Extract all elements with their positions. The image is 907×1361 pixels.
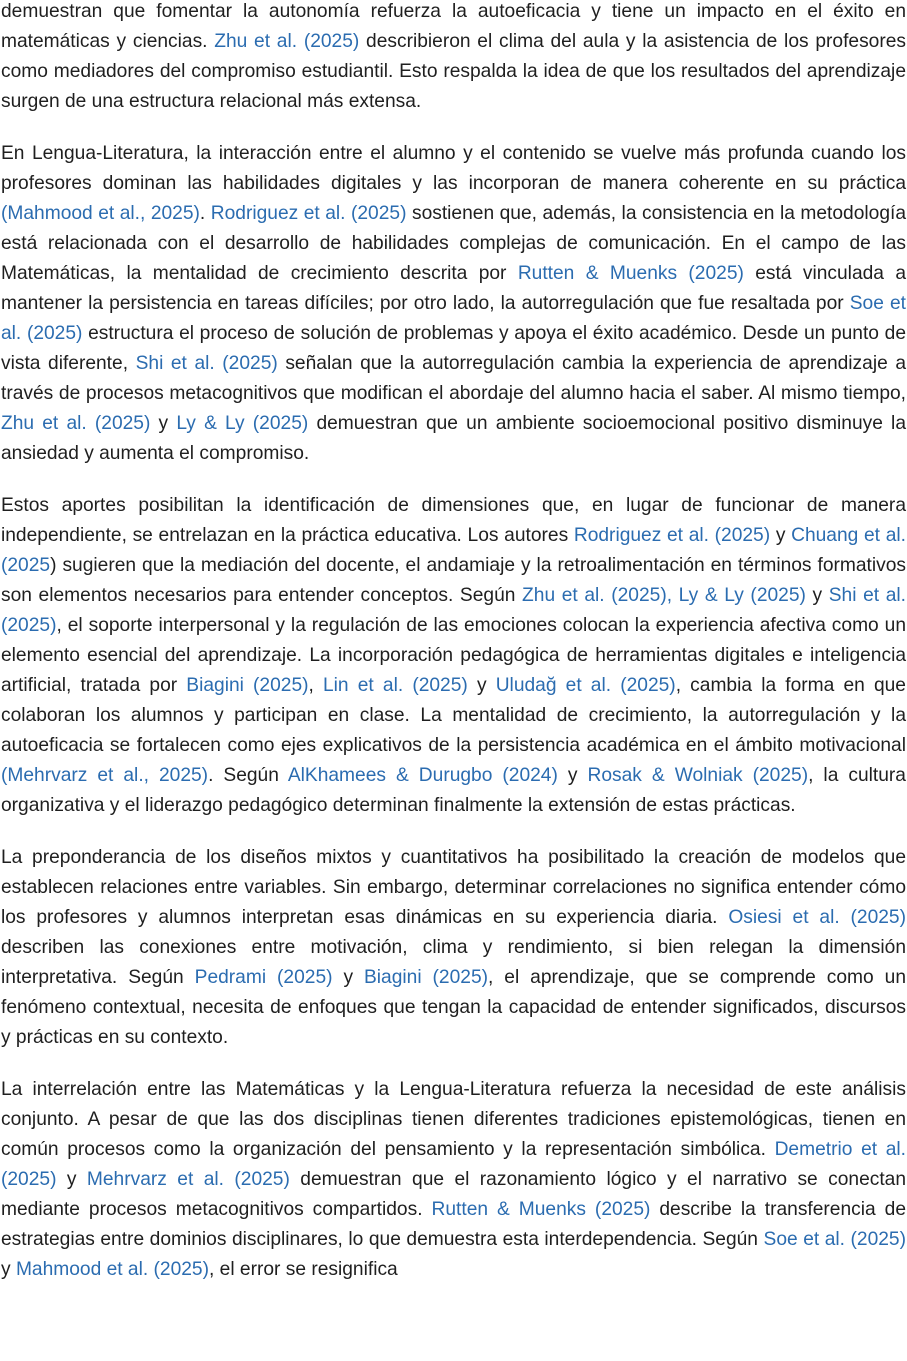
- paragraph: En Lengua-Literatura, la interacción ent…: [1, 139, 906, 469]
- text-run: Estos aportes posibilitan la identificac…: [1, 495, 906, 546]
- text-run: y: [1, 1259, 16, 1280]
- paragraph: La preponderancia de los diseños mixtos …: [1, 843, 906, 1053]
- citation-link[interactable]: Rutten & Muenks (2025): [431, 1199, 651, 1220]
- citation-link[interactable]: Osiesi et al. (2025): [728, 907, 906, 928]
- text-run: describen las conexiones entre motivació…: [1, 937, 906, 988]
- citation-link[interactable]: (Mehrvarz et al., 2025): [1, 765, 209, 786]
- text-run: está vinculada a mantener la persistenci…: [1, 263, 906, 314]
- text-run: La interrelación entre las Matemáticas y…: [1, 1079, 906, 1160]
- citation-link[interactable]: Shi et al. (2025): [1, 585, 906, 636]
- citation-link[interactable]: Zhu et al. (2025): [214, 31, 360, 52]
- text-run: y: [150, 413, 177, 434]
- citation-link[interactable]: Rosak & Wolniak (2025): [587, 765, 809, 786]
- document-body: demuestran que fomentar la autonomía ref…: [1, 0, 906, 1285]
- citation-link[interactable]: Demetrio et al. (2025): [1, 1139, 906, 1190]
- citation-link[interactable]: Rutten & Muenks (2025): [517, 263, 744, 284]
- citation-link[interactable]: Soe et al. (2025): [1, 293, 906, 344]
- text-run: , el aprendizaje, que se comprende como …: [1, 967, 906, 1048]
- text-run: , cambia la forma en que colaboran los a…: [1, 675, 906, 756]
- text-run: sostienen que, además, la consistencia e…: [1, 203, 906, 284]
- citation-link[interactable]: Mahmood et al. (2025): [15, 1259, 209, 1280]
- citation-link[interactable]: Uludağ et al. (2025): [495, 675, 676, 696]
- paragraph: Estos aportes posibilitan la identificac…: [1, 491, 906, 821]
- text-run: y: [770, 525, 792, 546]
- citation-link[interactable]: Rodriguez et al. (2025): [573, 525, 771, 546]
- citation-link[interactable]: Ly & Ly (2025): [176, 413, 309, 434]
- text-run: describe la transferencia de estrategias…: [1, 1199, 906, 1250]
- text-run: señalan que la autorregulación cambia la…: [1, 353, 906, 404]
- citation-link[interactable]: Mehrvarz et al. (2025): [86, 1169, 290, 1190]
- citation-link[interactable]: Zhu et al. (2025), Ly & Ly (2025): [522, 585, 806, 606]
- citation-link[interactable]: Lin et al. (2025): [323, 675, 468, 696]
- text-run: y: [56, 1169, 87, 1190]
- text-run: .: [199, 203, 211, 224]
- text-run: describieron el clima del aula y la asis…: [1, 31, 906, 112]
- citation-link[interactable]: (Mahmood et al., 2025): [1, 203, 200, 224]
- citation-link[interactable]: AlKhamees & Durugbo (2024): [287, 765, 558, 786]
- text-run: , el error se resignifica: [208, 1259, 398, 1280]
- text-run: y: [332, 967, 364, 988]
- text-run: , la cultura organizativa y el liderazgo…: [1, 765, 906, 816]
- citation-link[interactable]: Biagini (2025): [186, 675, 309, 696]
- citation-link[interactable]: Shi et al. (2025): [135, 353, 278, 374]
- paragraph: La interrelación entre las Matemáticas y…: [1, 1075, 906, 1285]
- text-run: . Según: [208, 765, 288, 786]
- text-run: estructura el proceso de solución de pro…: [1, 323, 906, 374]
- text-run: En Lengua-Literatura, la interacción ent…: [1, 143, 906, 194]
- text-run: ,: [308, 675, 323, 696]
- citation-link[interactable]: Soe et al. (2025): [763, 1229, 906, 1250]
- citation-link[interactable]: Biagini (2025): [364, 967, 489, 988]
- paragraph: demuestran que fomentar la autonomía ref…: [1, 0, 906, 117]
- text-run: ) sugieren que la mediación del docente,…: [1, 555, 906, 606]
- citation-link[interactable]: Chuang et al. (2025: [1, 525, 906, 576]
- text-run: La preponderancia de los diseños mixtos …: [1, 847, 906, 928]
- text-run: y: [557, 765, 588, 786]
- text-run: demuestran que fomentar la autonomía ref…: [1, 1, 906, 52]
- citation-link[interactable]: Pedrami (2025): [194, 967, 333, 988]
- citation-link[interactable]: Zhu et al. (2025): [1, 413, 151, 434]
- text-run: demuestran que un ambiente socioemociona…: [1, 413, 906, 464]
- text-run: y: [805, 585, 829, 606]
- text-run: demuestran que el razonamiento lógico y …: [1, 1169, 907, 1220]
- text-run: y: [467, 675, 496, 696]
- citation-link[interactable]: Rodriguez et al. (2025): [210, 203, 407, 224]
- text-run: , el soporte interpersonal y la regulaci…: [1, 615, 906, 696]
